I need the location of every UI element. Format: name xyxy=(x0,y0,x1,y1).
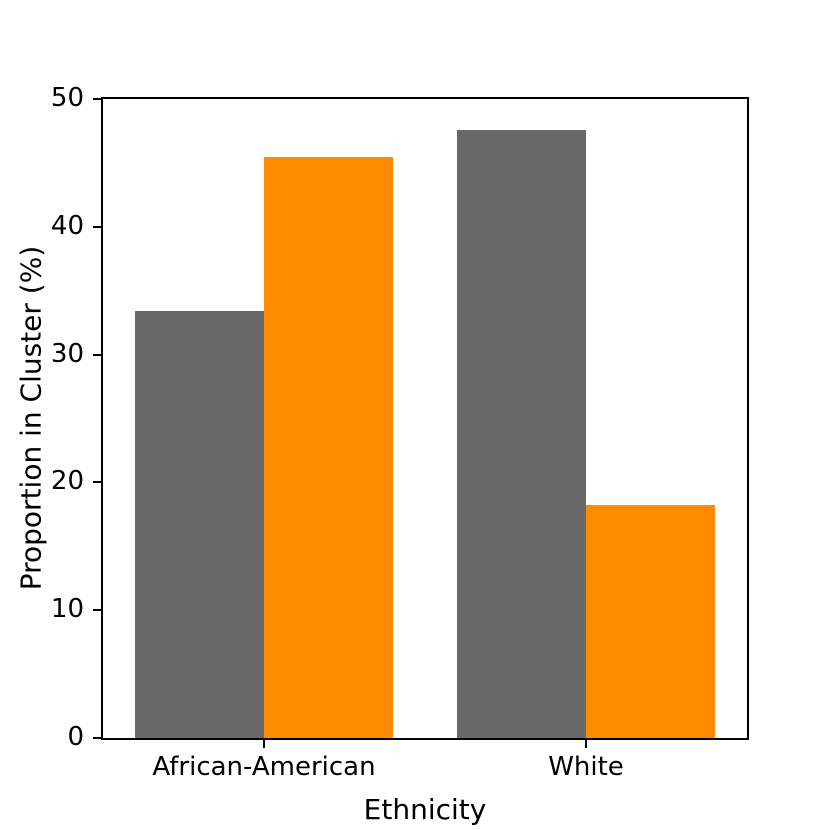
x-tick-label: White xyxy=(548,752,624,782)
y-tick-mark xyxy=(93,609,103,612)
bar-white-gray-series xyxy=(457,129,586,738)
bar-african-american-gray-series xyxy=(135,311,264,738)
x-axis-label: Ethnicity xyxy=(363,793,487,826)
x-tick-mark xyxy=(263,738,265,748)
bar-white-orange-series xyxy=(586,505,715,738)
y-axis-label: Proportion in Cluster (%) xyxy=(14,245,48,591)
y-tick-label: 20 xyxy=(50,466,84,497)
y-tick-mark xyxy=(93,737,103,739)
x-tick-mark xyxy=(585,738,587,748)
bar-african-american-orange-series xyxy=(264,156,393,738)
y-tick-mark xyxy=(93,481,103,484)
x-tick-label: African-American xyxy=(152,752,376,782)
y-tick-mark xyxy=(93,98,103,100)
y-tick-mark xyxy=(93,353,103,356)
y-tick-label: 40 xyxy=(50,210,84,241)
y-tick-label: 30 xyxy=(50,338,84,369)
plot-area xyxy=(101,97,749,740)
y-tick-label: 0 xyxy=(67,722,84,753)
y-tick-label: 50 xyxy=(50,83,84,114)
y-tick-label: 10 xyxy=(50,594,84,625)
y-tick-mark xyxy=(93,225,103,228)
